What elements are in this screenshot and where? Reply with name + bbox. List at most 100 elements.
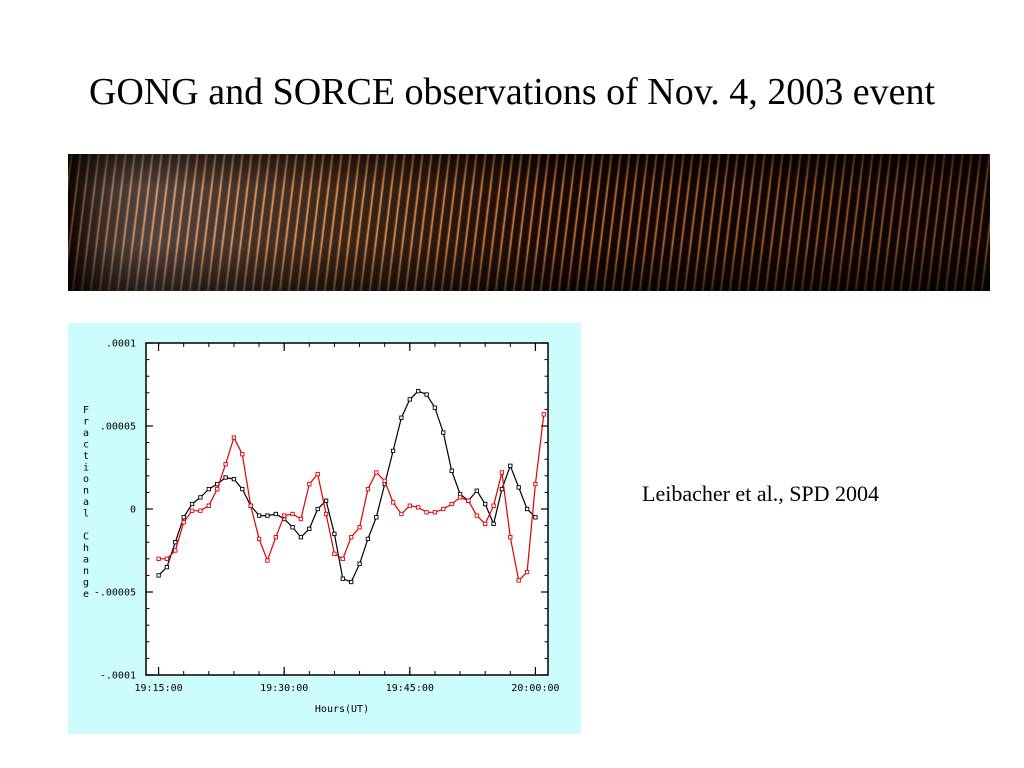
series-0-point — [156, 573, 161, 578]
series-1-point — [382, 478, 387, 483]
series-0-point — [323, 498, 329, 503]
y-axis-label-char: c — [83, 440, 89, 451]
series-0-point — [349, 579, 354, 585]
series-1-point — [524, 569, 530, 575]
series-0-point — [483, 501, 488, 507]
series-1-point — [449, 501, 454, 507]
series-1-point — [483, 521, 488, 527]
series-1-point — [399, 511, 404, 517]
series-1-point — [466, 498, 471, 503]
series-0-point — [424, 392, 429, 397]
y-axis-label-char: F — [83, 405, 89, 416]
series-0-point — [374, 515, 379, 520]
series-0-point — [223, 475, 228, 480]
series-0-point — [290, 525, 295, 530]
series-1-point — [290, 511, 295, 517]
slide-title: GONG and SORCE observations of Nov. 4, 2… — [88, 71, 936, 113]
series-0-point — [332, 531, 337, 537]
series-1-point — [457, 495, 463, 500]
gong-time-distance-image — [68, 154, 990, 291]
series-0-point — [340, 576, 345, 581]
series-0-point — [399, 415, 404, 420]
y-tick-label: .00005 — [100, 422, 136, 433]
x-tick-label: 20:00:00 — [511, 683, 559, 694]
series-0-point — [474, 488, 479, 493]
series-1-point — [240, 452, 245, 457]
y-axis-label-char: i — [83, 463, 89, 474]
series-1-point — [265, 558, 270, 563]
x-axis-label: Hours(UT) — [315, 704, 369, 715]
y-axis-label-char: o — [83, 474, 89, 485]
series-0-point — [432, 405, 438, 410]
series-0-point — [265, 513, 270, 518]
series-0-point — [240, 486, 245, 492]
series-0-point — [198, 495, 203, 500]
series-1-point — [390, 500, 396, 505]
series-0-point — [256, 513, 262, 518]
series-1-point — [198, 508, 203, 513]
series-0-point — [416, 388, 421, 394]
series-1-point — [282, 513, 287, 518]
citation: Leibacher et al., SPD 2004 — [642, 481, 880, 506]
x-tick-label: 19:45:00 — [386, 683, 434, 694]
series-1-point — [416, 505, 421, 510]
series-1-point — [474, 513, 479, 518]
series-1-point — [215, 486, 220, 492]
series-1-point — [424, 510, 429, 515]
y-axis-label-char: l — [83, 509, 89, 520]
series-1-point — [499, 470, 505, 475]
series-1-point — [365, 486, 371, 492]
series-1-point — [273, 535, 278, 540]
series-0-point — [173, 540, 178, 545]
series-1-point — [516, 578, 521, 583]
series-1-point — [164, 556, 170, 561]
series-1-point — [541, 412, 546, 417]
series-1-point — [323, 511, 329, 517]
y-axis-label-char: r — [83, 417, 89, 428]
series-0-point — [307, 526, 312, 532]
series-1-point — [508, 535, 513, 540]
series-0-point — [499, 486, 505, 492]
series-0-point — [365, 536, 371, 542]
series-1-point — [432, 510, 438, 515]
series-1-point — [357, 525, 362, 530]
series-1-point — [307, 481, 312, 487]
series-1-point — [332, 551, 337, 556]
series-1-point — [223, 462, 228, 467]
series-0-point — [441, 430, 446, 435]
y-axis-label-char: C — [83, 532, 89, 543]
series-0-point — [206, 486, 211, 492]
y-tick-label: 0 — [130, 505, 136, 516]
series-0-point — [181, 515, 186, 520]
series-0-point — [390, 448, 396, 454]
series-1-point — [407, 503, 412, 508]
series-1-point — [491, 503, 496, 508]
series-0-point — [491, 521, 496, 527]
series-1-point — [206, 503, 211, 508]
series-0-point — [516, 485, 521, 490]
series-1-point — [181, 520, 186, 525]
series-0-point — [298, 535, 304, 540]
y-axis-label-char: a — [83, 428, 89, 439]
series-0-point — [508, 463, 513, 468]
series-1-point — [248, 503, 253, 508]
series-0-point — [533, 515, 538, 520]
series-0-point — [315, 506, 320, 512]
series-1-point — [315, 471, 320, 477]
series-0-point — [164, 564, 170, 570]
y-axis-label-char: g — [83, 578, 89, 589]
y-axis-label-char: n — [83, 486, 89, 497]
series-0-point — [189, 501, 195, 507]
y-axis-label-char: h — [83, 543, 89, 554]
series-0-point — [524, 506, 530, 512]
series-1-point — [173, 548, 178, 553]
y-axis-label-char: t — [83, 451, 89, 462]
y-axis-label-char: a — [83, 497, 89, 508]
series-0-point — [231, 476, 237, 482]
x-tick-label: 19:30:00 — [260, 683, 308, 694]
series-1-point — [231, 435, 237, 440]
x-tick-label: 19:15:00 — [134, 683, 182, 694]
series-1-point — [533, 481, 538, 487]
series-1-point — [189, 508, 195, 513]
